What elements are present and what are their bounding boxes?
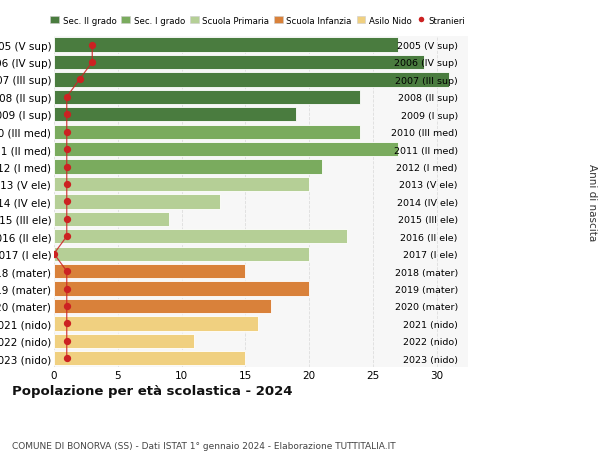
Text: COMUNE DI BONORVA (SS) - Dati ISTAT 1° gennaio 2024 - Elaborazione TUTTITALIA.IT: COMUNE DI BONORVA (SS) - Dati ISTAT 1° g… (12, 441, 395, 450)
Point (62, 181, 71, 188)
Bar (54, 247, 309, 261)
Bar (54, 90, 360, 105)
Point (88, 42, 97, 49)
Point (62, 337, 71, 345)
Point (62, 216, 71, 223)
Text: Anni di nascita: Anni di nascita (587, 163, 597, 241)
Point (62, 112, 71, 119)
Point (62, 198, 71, 206)
Bar (54, 56, 424, 70)
Point (62, 233, 71, 241)
Bar (54, 108, 296, 122)
Point (62, 146, 71, 153)
Bar (54, 73, 449, 87)
Point (62, 302, 71, 310)
Point (74, 77, 84, 84)
Bar (54, 143, 398, 157)
Text: Popolazione per età scolastica - 2024: Popolazione per età scolastica - 2024 (12, 384, 293, 397)
Legend: Sec. II grado, Sec. I grado, Scuola Primaria, Scuola Infanzia, Asilo Nido, Stran: Sec. II grado, Sec. I grado, Scuola Prim… (47, 13, 469, 29)
Bar (54, 352, 245, 366)
Bar (54, 212, 169, 226)
Bar (54, 299, 271, 313)
Point (62, 268, 71, 275)
Bar (54, 125, 360, 140)
Bar (54, 317, 258, 331)
Bar (54, 195, 220, 209)
Point (49, 251, 59, 258)
Point (62, 355, 71, 362)
Bar (54, 230, 347, 244)
Point (62, 163, 71, 171)
Bar (54, 178, 309, 192)
Point (62, 320, 71, 327)
Point (62, 285, 71, 292)
Bar (54, 282, 309, 296)
Bar (54, 264, 245, 279)
Point (62, 129, 71, 136)
Point (62, 94, 71, 101)
Bar (54, 160, 322, 174)
Point (88, 59, 97, 67)
Bar (54, 334, 194, 348)
Bar (54, 38, 398, 52)
